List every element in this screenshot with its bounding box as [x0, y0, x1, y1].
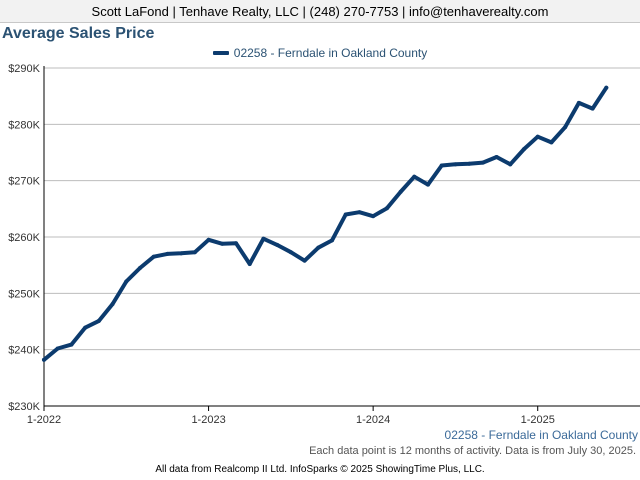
data-point [549, 140, 554, 145]
data-point [453, 162, 458, 167]
y-tick-label: $250K [8, 288, 40, 300]
data-point [426, 182, 430, 187]
y-tick-label: $290K [8, 63, 40, 75]
data-point [288, 250, 293, 255]
data-point [357, 210, 362, 215]
legend: 02258 - Ferndale in Oakland County [0, 46, 640, 60]
data-point [234, 241, 238, 246]
x-tick-label: 1-2025 [521, 414, 555, 426]
data-point [96, 318, 101, 323]
data-point [480, 160, 485, 165]
data-point [206, 237, 211, 242]
data-point [192, 250, 197, 255]
contact-header-text: Scott LaFond | Tenhave Realty, LLC | (24… [91, 3, 549, 19]
y-tick-label: $270K [8, 176, 40, 188]
chart-title: Average Sales Price [2, 25, 155, 42]
data-point [384, 206, 389, 211]
axes [43, 66, 640, 411]
series-layer [42, 85, 609, 362]
data-point [508, 162, 513, 167]
data-point [467, 161, 472, 166]
data-point [247, 262, 252, 267]
x-tick-label: 1-2022 [27, 414, 61, 426]
x-tick-labels: 1-2022 1-2023 1-2024 1-2025 [27, 414, 555, 426]
y-tick-label: $280K [8, 119, 40, 131]
data-point [165, 251, 170, 256]
grid-lines [44, 67, 640, 351]
contact-header: Scott LaFond | Tenhave Realty, LLC | (24… [0, 0, 640, 23]
y-tick-labels: $230K $240K $250K $260K $270K $280K $290K [8, 63, 40, 413]
footer-source: All data from Realcomp II Ltd. InfoSpark… [155, 464, 485, 475]
data-point [316, 245, 321, 250]
data-point [42, 357, 46, 362]
data-point [398, 189, 403, 194]
footer-series-label: 02258 - Ferndale in Oakland County [444, 428, 638, 442]
legend-swatch-icon [212, 51, 229, 55]
data-point [261, 236, 266, 241]
data-point [330, 238, 334, 243]
data-point [124, 279, 129, 284]
footer-note: Each data point is 12 months of activity… [309, 445, 636, 457]
data-point [590, 106, 595, 111]
data-point [69, 342, 74, 347]
data-point [55, 346, 60, 351]
data-point [110, 302, 115, 307]
y-tick-label: $240K [8, 345, 40, 357]
data-point [412, 174, 417, 179]
data-point [371, 214, 376, 219]
series-line [42, 85, 609, 362]
data-point [563, 125, 568, 130]
data-point [275, 242, 280, 247]
data-point [439, 163, 444, 168]
x-tick-label: 1-2024 [356, 414, 390, 426]
data-point [343, 212, 348, 217]
y-tick-label: $260K [8, 232, 40, 244]
data-point [494, 155, 499, 160]
y-tick-label: $230K [8, 401, 40, 413]
data-point [179, 251, 184, 256]
data-point [151, 254, 156, 259]
data-point [522, 147, 526, 152]
x-tick-label: 1-2023 [191, 414, 225, 426]
data-point [604, 85, 609, 90]
data-point [83, 325, 88, 330]
data-point [302, 258, 307, 263]
data-point [576, 100, 581, 105]
legend-label: 02258 - Ferndale in Oakland County [233, 46, 428, 60]
data-point [220, 241, 225, 246]
data-point [535, 134, 540, 139]
data-point [138, 265, 142, 270]
